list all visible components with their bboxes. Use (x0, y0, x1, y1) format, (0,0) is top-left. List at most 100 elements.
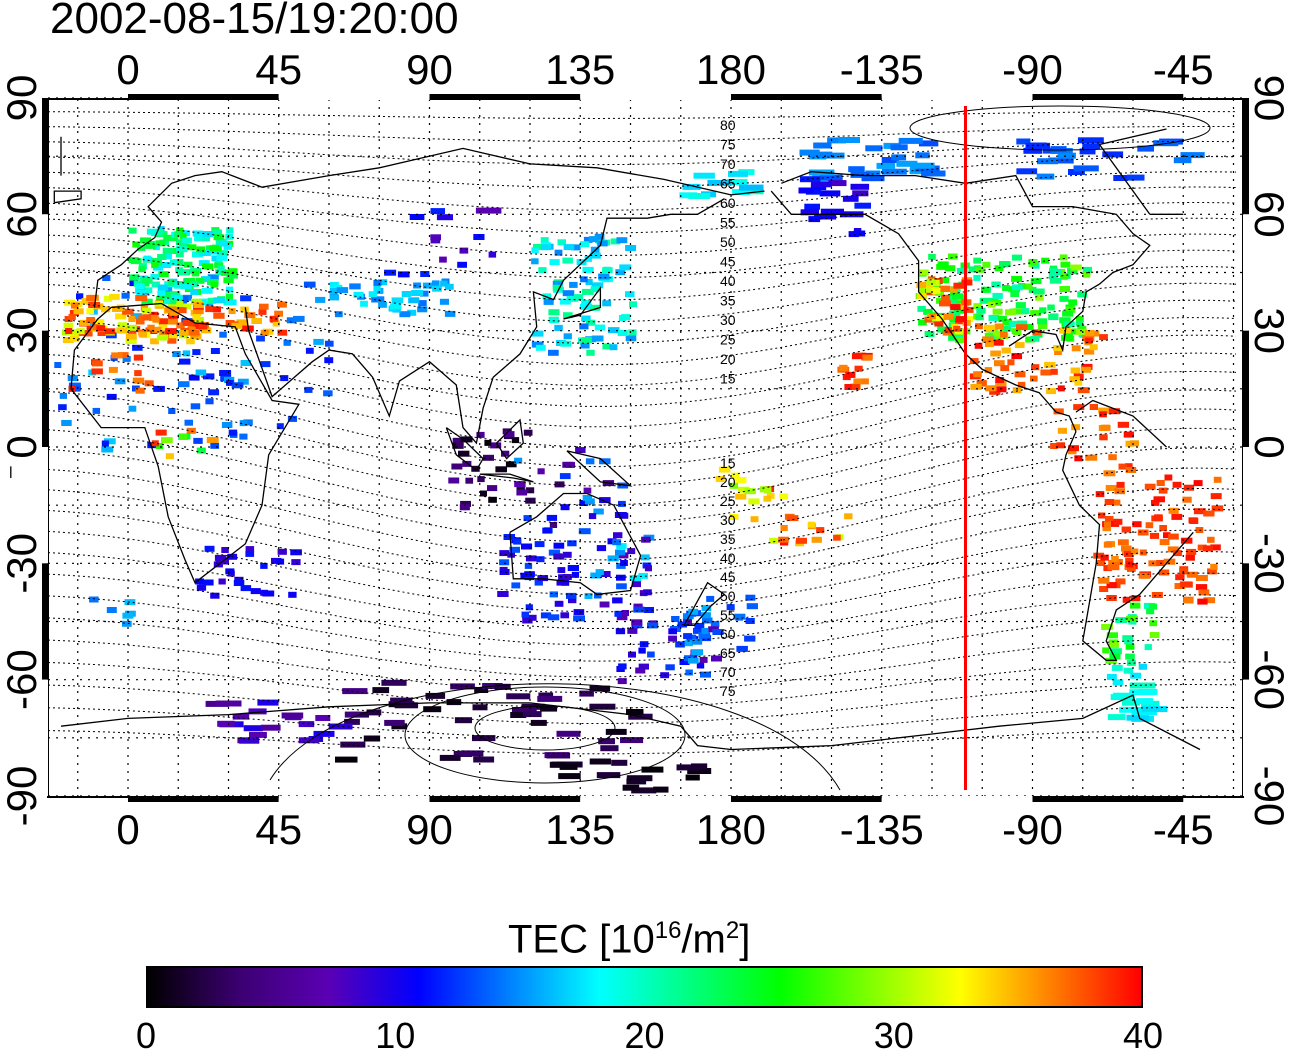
tec-cell (480, 490, 487, 497)
tec-cell (694, 623, 705, 629)
tec-cell (146, 228, 159, 235)
tec-cell (1082, 143, 1101, 150)
tec-cell (688, 193, 711, 199)
tec-cell (193, 437, 203, 444)
tec-cell (934, 320, 944, 327)
tec-cell (122, 355, 131, 362)
tec-cell (924, 331, 935, 337)
lat-tick-bar (1243, 98, 1249, 215)
tec-cell (168, 332, 179, 339)
tec-cell (156, 334, 169, 341)
tec-cell (984, 367, 993, 374)
tec-cell (578, 528, 591, 535)
contour-label: 80 (720, 117, 736, 133)
tec-cell (190, 298, 203, 305)
tec-cell (196, 246, 205, 253)
tec-cell (531, 341, 544, 348)
tec-cell (175, 251, 184, 258)
tec-cell (1005, 309, 1016, 316)
tec-cell (262, 590, 275, 597)
tec-cell (937, 326, 948, 333)
tec-cell (861, 175, 885, 182)
tec-cell (710, 621, 720, 628)
tec-cell (1028, 286, 1037, 293)
tec-cell (691, 649, 704, 656)
tec-cell (557, 239, 566, 246)
tec-cell (1125, 653, 1135, 660)
tec-cell (850, 384, 860, 391)
tec-cell (627, 627, 638, 634)
tec-cell (223, 277, 234, 284)
tec-cell (1158, 487, 1168, 494)
tec-cell (1042, 147, 1058, 154)
tec-cell (531, 247, 539, 254)
tec-cell (970, 383, 982, 390)
tec-cell (448, 477, 460, 484)
contour-line (47, 661, 1237, 709)
tec-cell (283, 339, 291, 346)
tec-cell (990, 350, 1001, 357)
tec-cell (1002, 319, 1013, 326)
tec-cell (115, 313, 127, 320)
tec-cell (729, 482, 738, 489)
tec-cell (244, 312, 256, 319)
tec-cell (981, 286, 990, 293)
tec-cell (582, 495, 592, 501)
tec-cell (195, 578, 204, 585)
tec-cell (1207, 536, 1215, 543)
tec-cell (747, 188, 764, 195)
tec-cell (559, 763, 578, 770)
tec-cell (1171, 513, 1183, 520)
tec-cell (135, 283, 145, 290)
tec-cell (423, 706, 442, 713)
coastline (683, 581, 726, 627)
tec-cell (1059, 286, 1070, 292)
tec-cell (202, 373, 215, 380)
contour-label: 15 (720, 455, 736, 471)
tec-cell (192, 251, 203, 258)
tec-cell (1053, 408, 1064, 415)
tec-cell (344, 718, 360, 725)
contour-loop (269, 683, 841, 791)
tec-cell (807, 521, 816, 528)
tec-cell (150, 338, 159, 345)
tec-cell (109, 293, 120, 300)
contour-label: 55 (720, 607, 736, 623)
contour-label: 70 (720, 156, 736, 172)
tec-cell (223, 243, 233, 250)
tec-cell (1102, 525, 1111, 532)
tec-cell (853, 378, 862, 385)
tec-cell (726, 179, 748, 186)
tec-cell (615, 269, 626, 276)
tec-cell (1117, 421, 1130, 428)
tec-cell (151, 281, 160, 288)
tec-cell (1122, 699, 1140, 706)
contour-label: 20 (720, 474, 736, 490)
tec-cell (1037, 323, 1048, 330)
tec-cell (929, 313, 940, 320)
tec-cell (125, 333, 137, 340)
tec-cell (1104, 499, 1115, 505)
tec-cell (1068, 448, 1077, 455)
tec-cell (225, 293, 233, 300)
tec-cell (540, 705, 558, 712)
tec-cell (534, 541, 545, 548)
tec-cell (125, 338, 137, 344)
tec-cell (1203, 597, 1216, 604)
lat-tick-bar (42, 563, 48, 680)
tec-cell (290, 549, 302, 556)
tec-cell (949, 310, 961, 317)
tec-cell (1065, 306, 1076, 313)
tec-cell (288, 591, 297, 598)
tec-cell (1061, 334, 1073, 341)
tec-cell (950, 304, 961, 311)
tec-cell (814, 213, 837, 220)
tec-cell (240, 585, 252, 592)
tec-cell (509, 546, 520, 553)
tec-cell (631, 581, 641, 588)
tec-cell (511, 582, 521, 589)
tec-cell (556, 579, 567, 586)
tec-cell (939, 277, 950, 284)
tec-cell (599, 458, 611, 465)
tec-cell (193, 308, 204, 315)
